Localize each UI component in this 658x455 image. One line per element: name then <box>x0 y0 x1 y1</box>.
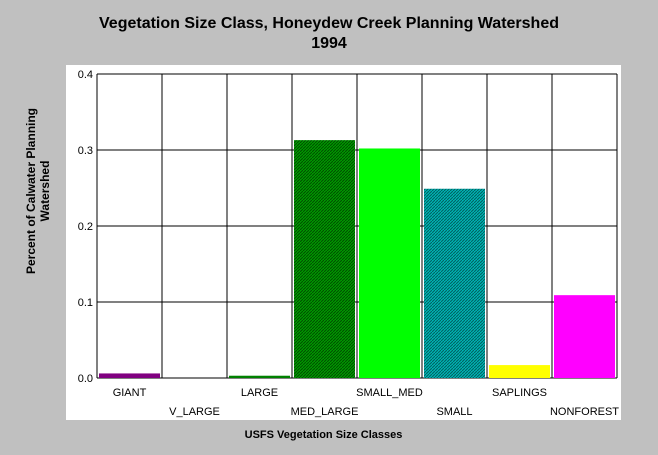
category-label: V_LARGE <box>169 406 220 418</box>
category-label: SMALL_MED <box>356 387 423 399</box>
bar-med-large <box>294 140 355 378</box>
plot-area: 0.0 0.1 0.2 0.3 0.4 GIANT V_LARGE LARGE MED_LAR… <box>66 65 621 420</box>
y-tick-label: 0.3 <box>78 145 93 157</box>
category-label: SMALL <box>436 406 472 418</box>
y-axis-label-line2: Watershed <box>38 160 52 222</box>
bar-saplings <box>489 365 550 378</box>
y-tick-label: 0.0 <box>78 373 93 385</box>
x-axis-label: USFS Vegetation Size Classes <box>244 429 403 441</box>
bar-chart-svg: 0.0 0.1 0.2 0.3 0.4 GIANT V_LARGE LARGE MED_LAR… <box>78 69 620 418</box>
bars <box>99 140 615 378</box>
y-axis-label: Percent of Calwater Planning Watershed <box>24 108 52 274</box>
y-tick-label: 0.2 <box>78 221 93 233</box>
bar-large <box>229 375 290 378</box>
category-label: LARGE <box>241 387 278 399</box>
y-tick-label: 0.1 <box>78 297 93 309</box>
bar-small <box>424 188 485 378</box>
category-label: NONFOREST <box>550 406 619 418</box>
y-tick-label: 0.4 <box>78 69 93 81</box>
category-labels: GIANT V_LARGE LARGE MED_LARGE SMALL_MED SMALL… <box>113 387 620 418</box>
bar-giant <box>99 373 160 378</box>
y-tick-labels: 0.0 0.1 0.2 0.3 0.4 <box>78 69 93 385</box>
category-label: GIANT <box>113 387 147 399</box>
chart-title: Vegetation Size Class, Honeydew Creek Pl… <box>0 14 658 54</box>
category-label: MED_LARGE <box>291 406 359 418</box>
chart-title-line2: 1994 <box>311 35 347 52</box>
chart-title-line1: Vegetation Size Class, Honeydew Creek Pl… <box>99 15 559 32</box>
category-label: SAPLINGS <box>492 387 547 399</box>
bar-small-med <box>359 148 420 378</box>
grid-lines <box>96 73 618 379</box>
bar-nonforest <box>554 295 615 378</box>
y-axis-label-line1: Percent of Calwater Planning <box>24 107 38 275</box>
